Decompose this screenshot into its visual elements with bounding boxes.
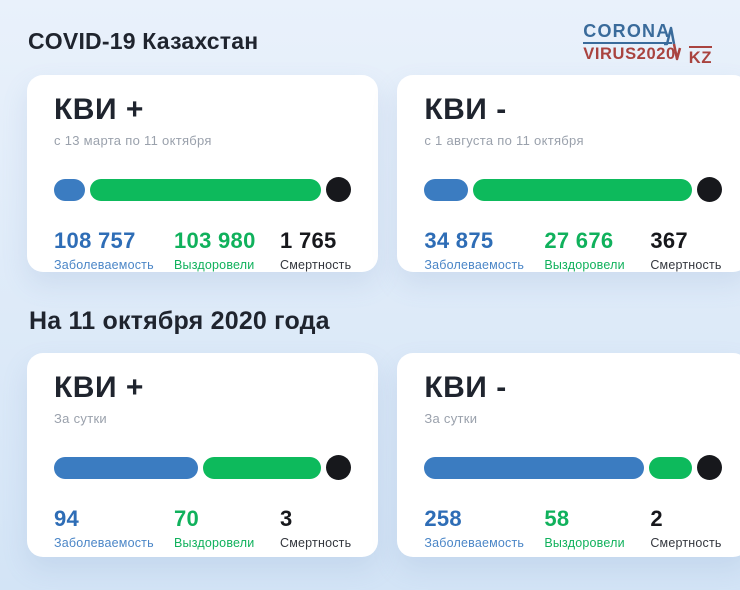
- deaths-stat: 3 Смертность: [280, 506, 351, 550]
- date-section-title: На 11 октября 2020 года: [29, 307, 330, 335]
- bar-infected-segment: [54, 178, 85, 201]
- deaths-label: Смертность: [280, 536, 352, 550]
- recovered-label: Выздоровели: [544, 258, 625, 272]
- deaths-label: Смертность: [650, 258, 722, 272]
- logo-corona-text: CORONA: [583, 22, 673, 44]
- infected-value: 258: [424, 506, 462, 531]
- card-kvi-plus-daily: КВИ + За сутки 94 Заболеваемость 70 Вызд…: [27, 353, 379, 557]
- recovered-stat: 103 980 Выздоровели: [174, 228, 280, 272]
- deaths-value: 3: [280, 506, 293, 531]
- bar-recovered-segment: [473, 178, 692, 201]
- deaths-stat: 1 765 Смертность: [280, 228, 351, 272]
- site-logo[interactable]: CORONA VIRUS2020 KZ: [583, 22, 712, 67]
- stacked-bar: [424, 177, 722, 202]
- infected-stat: 34 875 Заболеваемость: [424, 228, 544, 272]
- infected-value: 94: [54, 506, 80, 531]
- infected-value: 108 757: [54, 228, 136, 253]
- stats-row: 94 Заболеваемость 70 Выздоровели 3 Смерт…: [54, 506, 351, 550]
- bar-infected-segment: [54, 456, 198, 479]
- daily-cards-row: КВИ + За сутки 94 Заболеваемость 70 Вызд…: [27, 353, 740, 557]
- card-kvi-plus-total: КВИ + с 13 марта по 11 октября 108 757 З…: [27, 75, 379, 272]
- stats-row: 258 Заболеваемость 58 Выздоровели 2 Смер…: [424, 506, 721, 550]
- infected-label: Заболеваемость: [54, 536, 154, 550]
- card-kvi-minus-total: КВИ - с 1 августа по 11 октября 34 875 З…: [397, 75, 740, 272]
- card-period: За сутки: [424, 411, 478, 426]
- bar-recovered-segment: [202, 456, 322, 479]
- infected-label: Заболеваемость: [424, 536, 525, 550]
- card-title: КВИ -: [424, 371, 507, 404]
- stacked-bar: [54, 455, 352, 480]
- card-period: с 13 марта по 11 октября: [54, 133, 212, 148]
- bar-infected-segment: [424, 178, 469, 201]
- deaths-value: 2: [650, 506, 663, 531]
- bar-deaths-dot: [326, 177, 352, 202]
- recovered-stat: 58 Выздоровели: [544, 506, 650, 550]
- card-period: За сутки: [54, 411, 107, 426]
- deaths-label: Смертность: [280, 258, 352, 272]
- infected-label: Заболеваемость: [424, 258, 525, 272]
- card-period: с 1 августа по 11 октября: [424, 133, 584, 148]
- infected-value: 34 875: [424, 228, 494, 253]
- infected-stat: 94 Заболеваемость: [54, 506, 174, 550]
- recovered-stat: 27 676 Выздоровели: [544, 228, 650, 272]
- card-kvi-minus-daily: КВИ - За сутки 258 Заболеваемость 58 Выз…: [397, 353, 740, 557]
- bar-deaths-dot: [326, 455, 352, 480]
- card-title: КВИ +: [54, 93, 144, 126]
- bar-infected-segment: [424, 456, 645, 479]
- deaths-stat: 367 Смертность: [650, 228, 721, 272]
- logo-virus2020-text: VIRUS2020: [583, 45, 676, 63]
- stats-row: 34 875 Заболеваемость 27 676 Выздоровели…: [424, 228, 721, 272]
- recovered-label: Выздоровели: [174, 536, 255, 550]
- recovered-label: Выздоровели: [174, 258, 255, 272]
- infected-stat: 258 Заболеваемость: [424, 506, 544, 550]
- deaths-value: 1 765: [280, 228, 337, 253]
- recovered-stat: 70 Выздоровели: [174, 506, 280, 550]
- bar-deaths-dot: [696, 455, 722, 480]
- stacked-bar: [424, 455, 722, 480]
- recovered-label: Выздоровели: [544, 536, 625, 550]
- page-title: COVID-19 Казахстан: [28, 28, 259, 54]
- recovered-value: 58: [544, 506, 570, 531]
- deaths-label: Смертность: [650, 536, 722, 550]
- deaths-value: 367: [650, 228, 688, 253]
- page-header: COVID-19 Казахстан CORONA VIRUS2020 KZ: [0, 0, 740, 68]
- bar-recovered-segment: [89, 178, 322, 201]
- totals-cards-row: КВИ + с 13 марта по 11 октября 108 757 З…: [27, 75, 740, 272]
- bar-recovered-segment: [649, 456, 692, 479]
- card-title: КВИ +: [54, 371, 144, 404]
- card-title: КВИ -: [424, 93, 507, 126]
- heartbeat-pulse-icon: [664, 26, 682, 61]
- deaths-stat: 2 Смертность: [650, 506, 721, 550]
- stacked-bar: [54, 177, 352, 202]
- recovered-value: 27 676: [544, 228, 614, 253]
- stats-row: 108 757 Заболеваемость 103 980 Выздорове…: [54, 228, 351, 272]
- infected-label: Заболеваемость: [54, 258, 154, 272]
- bar-deaths-dot: [696, 177, 722, 202]
- recovered-value: 103 980: [174, 228, 256, 253]
- recovered-value: 70: [174, 506, 200, 531]
- logo-kz-text: KZ: [688, 46, 712, 67]
- infected-stat: 108 757 Заболеваемость: [54, 228, 174, 272]
